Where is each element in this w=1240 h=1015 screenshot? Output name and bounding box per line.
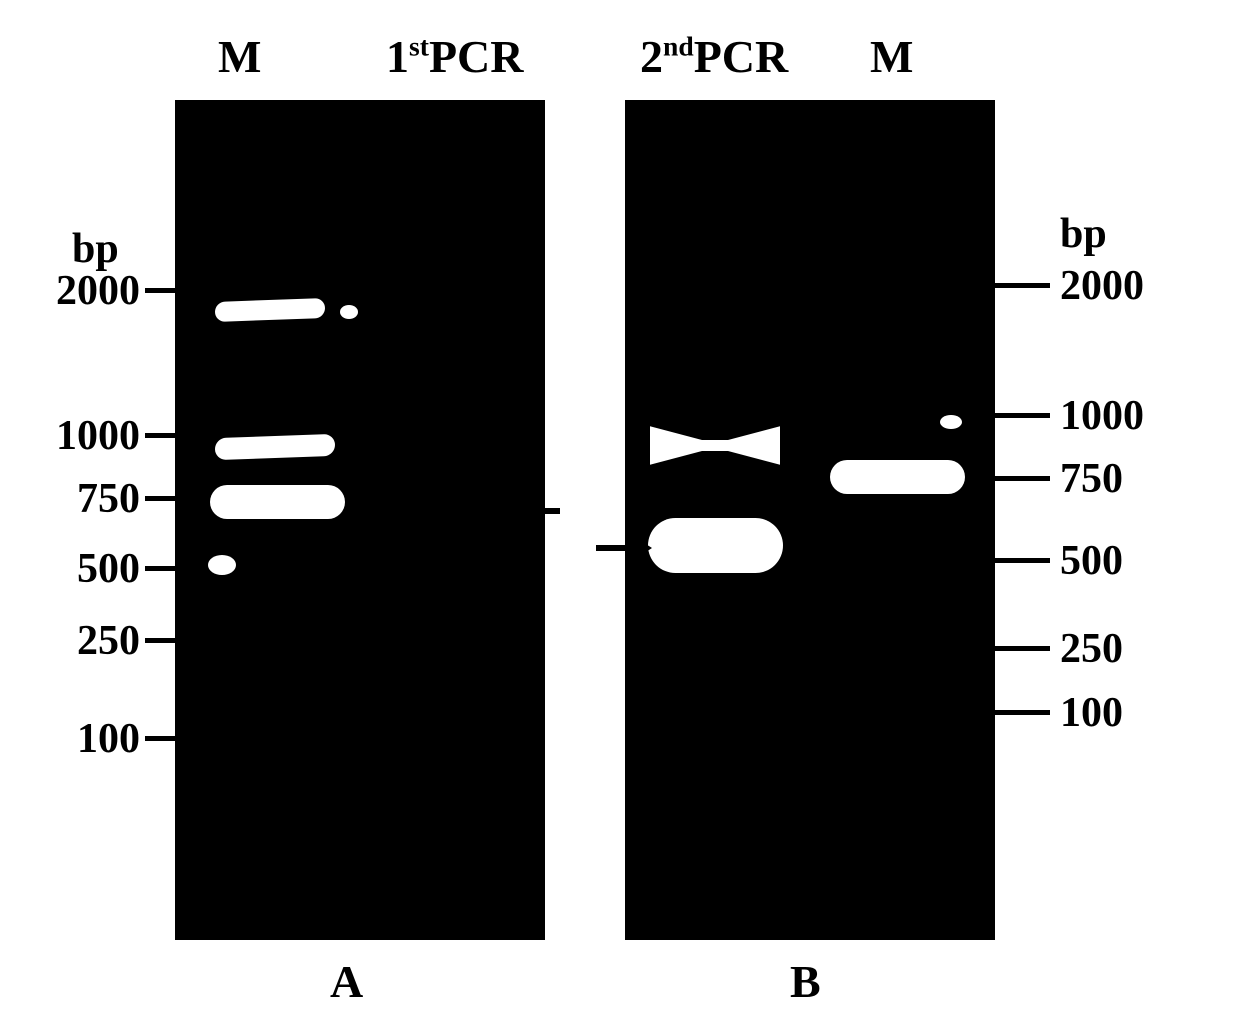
axis-left-unit: bp	[72, 225, 119, 273]
axis-tick-label: 1000	[56, 412, 140, 460]
axis-tick-line	[995, 558, 1050, 563]
axis-tick-line	[145, 288, 175, 293]
gel-panel-a	[175, 100, 545, 940]
axis-tick-label: 1000	[1060, 392, 1144, 440]
axis-tick-line	[995, 710, 1050, 715]
axis-right-unit: bp	[1060, 210, 1107, 258]
panel-label: A	[330, 955, 363, 1008]
axis-tick-line	[145, 638, 175, 643]
axis-tick-label: 100	[1060, 689, 1123, 737]
axis-tick-label: 500	[77, 545, 140, 593]
axis-tick-label: 250	[77, 617, 140, 665]
lane-label: 2ndPCR	[640, 30, 788, 83]
gel-band	[210, 485, 345, 519]
axis-tick-line	[145, 566, 175, 571]
axis-tick-label: 2000	[56, 267, 140, 315]
lane-label: 1stPCR	[386, 30, 523, 83]
axis-tick-label: 100	[77, 715, 140, 763]
axis-tick-line	[995, 283, 1050, 288]
axis-tick-line	[995, 413, 1050, 418]
gel-band	[830, 460, 965, 494]
gel-figure: M 1stPCR 2ndPCR M A B bp 2000 1000 750 500 250 10…	[0, 0, 1240, 1015]
panel-label: B	[790, 955, 821, 1008]
axis-tick-label: 2000	[1060, 262, 1144, 310]
lane-label: M	[218, 30, 261, 83]
axis-tick-label: 250	[1060, 625, 1123, 673]
gel-band	[648, 518, 783, 573]
gel-band	[215, 434, 335, 460]
lane-label: M	[870, 30, 913, 83]
gel-band	[215, 298, 325, 322]
axis-tick-line	[145, 433, 175, 438]
gel-band	[208, 555, 236, 575]
axis-tick-line	[995, 476, 1050, 481]
gel-band	[340, 305, 358, 319]
axis-tick-label: 500	[1060, 537, 1123, 585]
axis-tick-line	[995, 646, 1050, 651]
axis-tick-label: 750	[1060, 455, 1123, 503]
gel-band	[940, 415, 962, 429]
axis-tick-line	[145, 736, 175, 741]
axis-tick-label: 750	[77, 475, 140, 523]
axis-tick-line	[145, 496, 175, 501]
